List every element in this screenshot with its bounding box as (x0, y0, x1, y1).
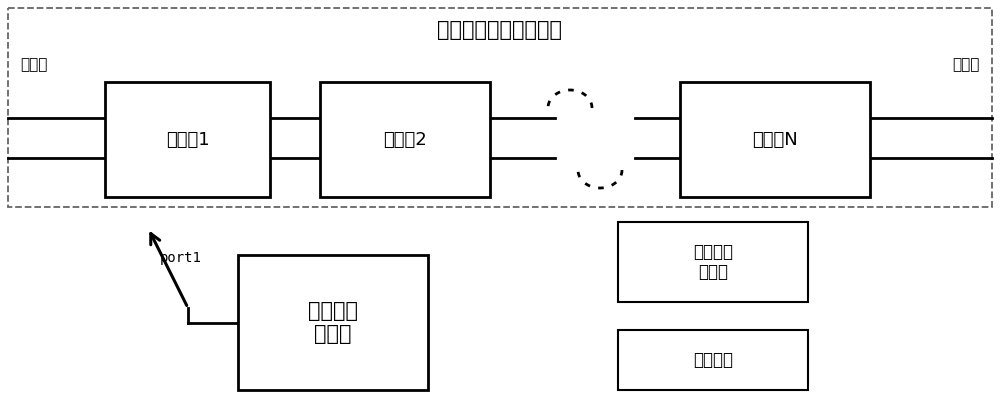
Text: 端口二: 端口二 (953, 57, 980, 72)
Text: 元器件1: 元器件1 (166, 130, 209, 149)
Text: 两端口较远的互易馈线: 两端口较远的互易馈线 (438, 20, 562, 40)
Text: 元器件N: 元器件N (752, 130, 798, 149)
Bar (8, 8, 992, 207)
Bar (320, 82, 490, 197)
Text: port1: port1 (160, 251, 202, 265)
Bar (238, 255, 428, 390)
Text: 元器件2: 元器件2 (383, 130, 427, 149)
Bar (618, 330, 808, 390)
Bar (618, 222, 808, 302)
Text: 矢量网络
分析仪: 矢量网络 分析仪 (308, 301, 358, 344)
Bar (105, 82, 270, 197)
Text: 端口一: 端口一 (20, 57, 47, 72)
Text: 匹配负载: 匹配负载 (693, 351, 733, 369)
Bar (680, 82, 870, 197)
Text: 短路或开
路模块: 短路或开 路模块 (693, 242, 733, 282)
